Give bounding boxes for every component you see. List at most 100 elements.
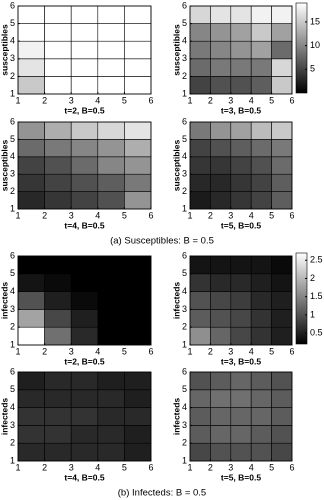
heat-cell [210, 191, 232, 210]
x-axis-label: t=5, B=0.5 [221, 220, 261, 230]
heat-cell [189, 371, 211, 391]
heat-cell [97, 389, 125, 408]
heat-cell [70, 273, 99, 292]
heat-cell [230, 309, 252, 328]
heat-cell [189, 139, 211, 158]
x-axis-label: t=4, B=0.5 [64, 220, 104, 230]
heat-cell [70, 371, 99, 391]
heat-cell [124, 139, 152, 158]
x-tick-label: 5 [122, 210, 127, 220]
heat-cell [230, 156, 252, 175]
x-tick-label: 4 [249, 346, 254, 356]
y-tick-label: 1 [10, 339, 15, 349]
heat-cell [97, 76, 125, 95]
x-tick-label: 1 [15, 210, 20, 220]
heat-cell [17, 58, 45, 77]
x-tick-label: 2 [208, 95, 213, 105]
heat-cell [189, 23, 211, 42]
heat-cell [230, 191, 252, 210]
y-tick-label: 6 [182, 116, 187, 126]
heat-cell [230, 371, 252, 391]
heat-cell [230, 5, 252, 24]
heat-cell [250, 139, 272, 158]
colorbar-tick-label: 1 [310, 309, 315, 319]
heat-cell [250, 5, 272, 24]
colorbar [295, 2, 308, 94]
heat-cell [271, 173, 293, 192]
heat-cell [44, 191, 72, 210]
heat-cell [271, 371, 293, 391]
heat-cell [210, 273, 232, 292]
heat-cell [124, 191, 152, 210]
y-tick-label: 6 [182, 250, 187, 260]
heat-cell [70, 255, 99, 275]
heat-cell [44, 309, 72, 328]
x-tick-label: 4 [249, 95, 254, 105]
heat-cell [189, 389, 211, 408]
heat-cell [44, 407, 72, 426]
colorbar-tick-label: 15 [310, 16, 320, 26]
heat-cell [17, 76, 45, 95]
heat-cell [271, 121, 293, 140]
heat-cell [124, 309, 152, 328]
heat-cell [97, 139, 125, 158]
heat-cell [189, 121, 211, 140]
heat-cell [44, 371, 72, 391]
x-tick-label: 1 [187, 462, 192, 472]
heat-cell [44, 442, 72, 462]
heat-cell [44, 5, 72, 24]
heat-cell [210, 389, 232, 408]
heat-cell [230, 23, 252, 42]
y-axis-label: infecteds [0, 282, 9, 320]
colorbar-tick-label: 2.5 [310, 255, 323, 265]
heat-cell [44, 389, 72, 408]
heat-cell [210, 291, 232, 310]
heat-cell [70, 23, 99, 42]
y-tick-label: 6 [10, 250, 15, 260]
y-axis-label: infecteds [171, 282, 181, 320]
heat-cell [70, 442, 99, 462]
x-tick-label: 6 [289, 95, 294, 105]
heat-cell [210, 442, 232, 462]
colorbar [295, 252, 308, 345]
heat-cell [189, 407, 211, 426]
heat-cell [17, 23, 45, 42]
y-tick-label: 4 [182, 36, 187, 46]
heat-cell [230, 76, 252, 95]
heat-cell [230, 121, 252, 140]
x-tick-label: 4 [95, 462, 100, 472]
heat-cell [44, 58, 72, 77]
heat-cell [97, 121, 125, 140]
heat-cell [44, 121, 72, 140]
x-tick-label: 2 [208, 462, 213, 472]
y-tick-label: 4 [10, 151, 15, 161]
x-tick-label: 6 [289, 462, 294, 472]
y-tick-label: 6 [10, 116, 15, 126]
heat-cell [17, 191, 45, 210]
heat-cell [271, 40, 293, 60]
heat-cell [124, 156, 152, 175]
y-tick-label: 2 [10, 71, 15, 81]
x-tick-label: 1 [187, 346, 192, 356]
x-tick-label: 5 [122, 346, 127, 356]
heat-cell [97, 273, 125, 292]
heat-cell [97, 442, 125, 462]
x-tick-label: 5 [269, 95, 274, 105]
heat-cell [44, 40, 72, 60]
x-tick-label: 3 [69, 346, 74, 356]
heat-cell [44, 173, 72, 192]
heat-cell [250, 425, 272, 444]
heat-cell [210, 255, 232, 275]
heat-cell [189, 273, 211, 292]
heat-cell [70, 191, 99, 210]
heat-cell [250, 309, 272, 328]
y-tick-label: 1 [182, 339, 187, 349]
x-tick-label: 1 [15, 95, 20, 105]
x-tick-label: 4 [249, 210, 254, 220]
heat-cell [124, 23, 152, 42]
heat-cell [97, 309, 125, 328]
heat-cell [271, 291, 293, 310]
x-axis-label: t=3, B=0.5 [221, 105, 261, 115]
x-tick-label: 6 [289, 210, 294, 220]
heat-cell [97, 291, 125, 310]
